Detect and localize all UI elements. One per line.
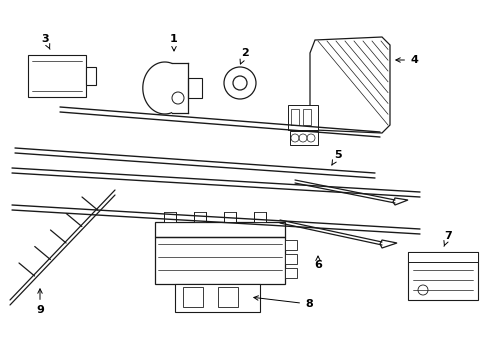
Text: 3: 3 [41,34,50,49]
Bar [175,284,260,312]
Bar [303,109,311,125]
Bar [291,109,299,125]
Bar [224,212,236,222]
Text: 6: 6 [314,256,322,270]
Bar [254,212,266,222]
Bar [290,131,318,145]
Bar [183,287,203,307]
Text: 5: 5 [332,150,342,165]
Text: 8: 8 [254,296,313,309]
Bar [288,105,318,130]
Bar [86,67,96,85]
Text: 9: 9 [36,289,44,315]
Bar [408,252,478,262]
Bar [408,252,478,300]
Bar [194,212,206,222]
Text: 2: 2 [240,48,249,64]
Bar [28,55,86,97]
Bar [285,268,297,278]
Bar [218,287,238,307]
Bar [285,254,297,264]
Text: 1: 1 [170,34,178,51]
Text: 4: 4 [396,55,418,65]
Bar [164,212,176,222]
Text: 7: 7 [444,231,452,246]
Bar [188,78,202,98]
Bar [285,240,297,250]
